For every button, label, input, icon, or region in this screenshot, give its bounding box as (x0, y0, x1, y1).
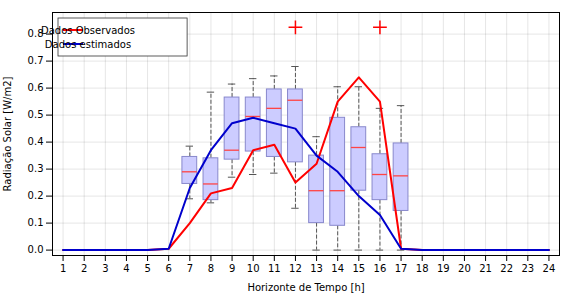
svg-text:Radiação Solar [W/m2]: Radiação Solar [W/m2] (2, 76, 13, 191)
svg-text:23: 23 (521, 263, 534, 274)
svg-text:5: 5 (144, 263, 150, 274)
svg-text:0.0: 0.0 (28, 244, 44, 255)
svg-text:14: 14 (331, 263, 344, 274)
svg-text:7: 7 (187, 263, 193, 274)
svg-text:6: 6 (166, 263, 172, 274)
svg-text:11: 11 (268, 263, 281, 274)
svg-text:8: 8 (208, 263, 214, 274)
svg-text:24: 24 (543, 263, 556, 274)
svg-text:13: 13 (310, 263, 323, 274)
svg-text:0.8: 0.8 (27, 28, 44, 40)
svg-text:Horizonte de Tempo [h]: Horizonte de Tempo [h] (247, 282, 364, 293)
svg-text:0.4: 0.4 (28, 136, 44, 147)
svg-text:Dados Observados: Dados Observados (41, 25, 135, 36)
svg-text:17: 17 (395, 263, 408, 274)
svg-text:19: 19 (437, 263, 450, 274)
svg-text:Dados estimados: Dados estimados (45, 39, 131, 50)
svg-text:20: 20 (458, 263, 471, 274)
svg-text:16: 16 (374, 263, 387, 274)
svg-text:15: 15 (352, 263, 365, 274)
svg-text:0.3: 0.3 (28, 163, 44, 174)
svg-text:0.7: 0.7 (28, 55, 44, 66)
svg-text:22: 22 (500, 263, 513, 274)
svg-text:12: 12 (289, 263, 302, 274)
svg-text:18: 18 (416, 263, 429, 274)
svg-text:4: 4 (123, 263, 129, 274)
svg-text:9: 9 (229, 263, 235, 274)
svg-text:21: 21 (479, 263, 492, 274)
svg-text:0.6: 0.6 (28, 82, 44, 93)
svg-text:2: 2 (81, 263, 87, 274)
svg-text:0.2: 0.2 (28, 190, 44, 201)
svg-text:0.5: 0.5 (28, 109, 44, 120)
svg-text:0.1: 0.1 (28, 217, 44, 228)
svg-text:10: 10 (247, 263, 260, 274)
svg-text:3: 3 (102, 263, 108, 274)
svg-text:1: 1 (60, 263, 66, 274)
